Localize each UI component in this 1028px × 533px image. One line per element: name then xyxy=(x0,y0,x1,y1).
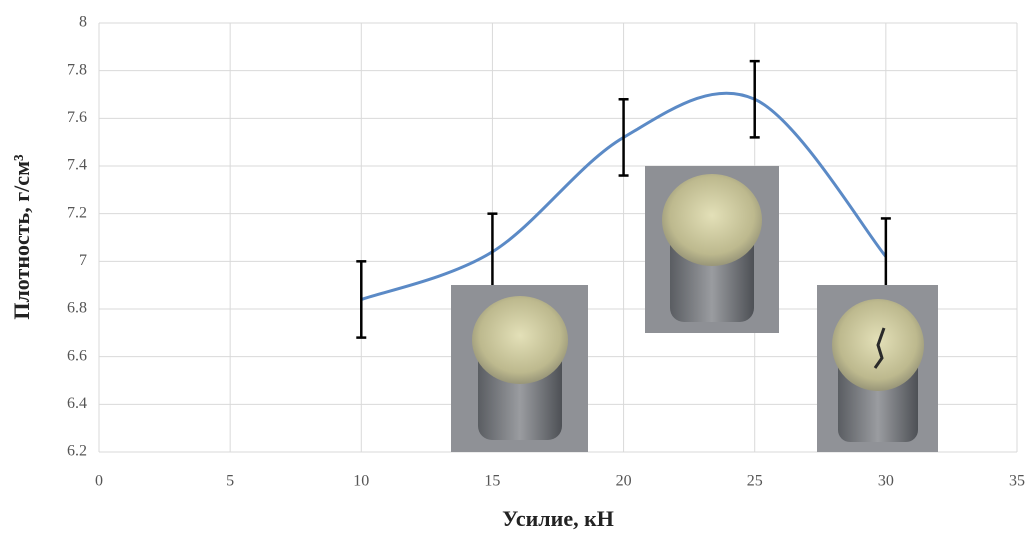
x-tick-label: 25 xyxy=(747,473,763,490)
sample-photos xyxy=(451,166,938,452)
sample-photo xyxy=(817,285,938,452)
x-tick-label: 15 xyxy=(484,473,500,490)
y-tick-label: 6.2 xyxy=(67,443,87,460)
y-tick-label: 6.4 xyxy=(67,395,87,412)
chart: 6.2 6.4 6.6 6.8 7 7.2 7.4 7.6 7.8 8 0 5 10 15 20 25 30 35… xyxy=(0,0,1028,533)
y-tick-label: 8 xyxy=(79,14,87,31)
y-tick-label: 6.6 xyxy=(67,347,87,364)
page: 6.2 6.4 6.6 6.8 7 7.2 7.4 7.6 7.8 8 0 5 10 15 20 25 30 35… xyxy=(0,0,1028,533)
sample-photo xyxy=(451,285,588,452)
y-tick-label: 7.6 xyxy=(67,109,87,126)
x-tick-label: 30 xyxy=(878,473,894,490)
y-tick-label: 7.2 xyxy=(67,204,87,221)
y-tick-label: 7 xyxy=(79,252,87,269)
x-tick-label: 10 xyxy=(353,473,369,490)
sample-photo xyxy=(645,166,779,333)
x-tick-label: 35 xyxy=(1009,473,1025,490)
error-bar xyxy=(487,214,497,290)
y-axis-title: Плотность, г/см³ xyxy=(9,154,34,320)
x-axis-title: Усилие, кН xyxy=(502,506,614,531)
error-bar xyxy=(619,99,629,175)
x-tick-label: 20 xyxy=(616,473,632,490)
y-tick-label: 7.8 xyxy=(67,61,87,78)
y-tick-label: 7.4 xyxy=(67,157,87,174)
y-tick-label: 6.8 xyxy=(67,300,87,317)
x-tick-label: 5 xyxy=(226,473,234,490)
error-bar xyxy=(881,218,891,294)
x-tick-label: 0 xyxy=(95,473,103,490)
